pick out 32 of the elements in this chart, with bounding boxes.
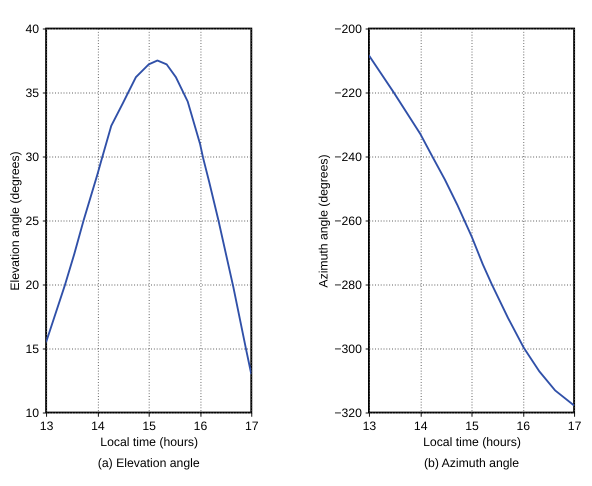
y-tick-label: 35: [25, 86, 40, 100]
x-tick-label: 14: [414, 418, 428, 433]
y-tick-label: −300: [334, 342, 362, 356]
line-series: [46, 60, 252, 376]
y-tick-label: −240: [334, 150, 362, 164]
x-tick-label: 13: [40, 418, 54, 433]
x-tick-label: 13: [362, 418, 376, 433]
x-tick-label: 17: [568, 418, 582, 433]
y-axis-title: Azimuth angle (degrees): [316, 154, 331, 288]
x-axis-title: Local time (hours): [100, 434, 198, 449]
x-tick-label: 16: [516, 418, 530, 433]
text: (a) Elevation angle: [98, 456, 200, 470]
x-tick-label: 17: [244, 418, 259, 433]
y-tick-label: −280: [334, 278, 362, 292]
y-tick-label: −320: [334, 406, 362, 420]
y-tick-label: −200: [334, 22, 362, 36]
x-tick-label: 15: [465, 418, 479, 433]
y-tick-label: −260: [334, 214, 362, 228]
text: (b) Azimuth angle: [424, 456, 520, 470]
x-axis-title: Local time (hours): [423, 434, 521, 449]
x-tick-label: 15: [142, 418, 156, 433]
x-tick-label: 14: [91, 418, 105, 433]
y-tick-label: 10: [25, 406, 40, 420]
y-axis-title: Elevation angle (degrees): [8, 151, 22, 291]
y-tick-label: 20: [25, 278, 40, 292]
x-tick-label: 16: [194, 418, 208, 433]
y-tick-label: 30: [25, 150, 40, 164]
y-tick-label: 15: [25, 342, 40, 356]
y-tick-label: 40: [25, 22, 40, 36]
line-series: [368, 54, 574, 406]
y-tick-label: −220: [334, 86, 362, 100]
y-tick-label: 25: [25, 214, 40, 228]
